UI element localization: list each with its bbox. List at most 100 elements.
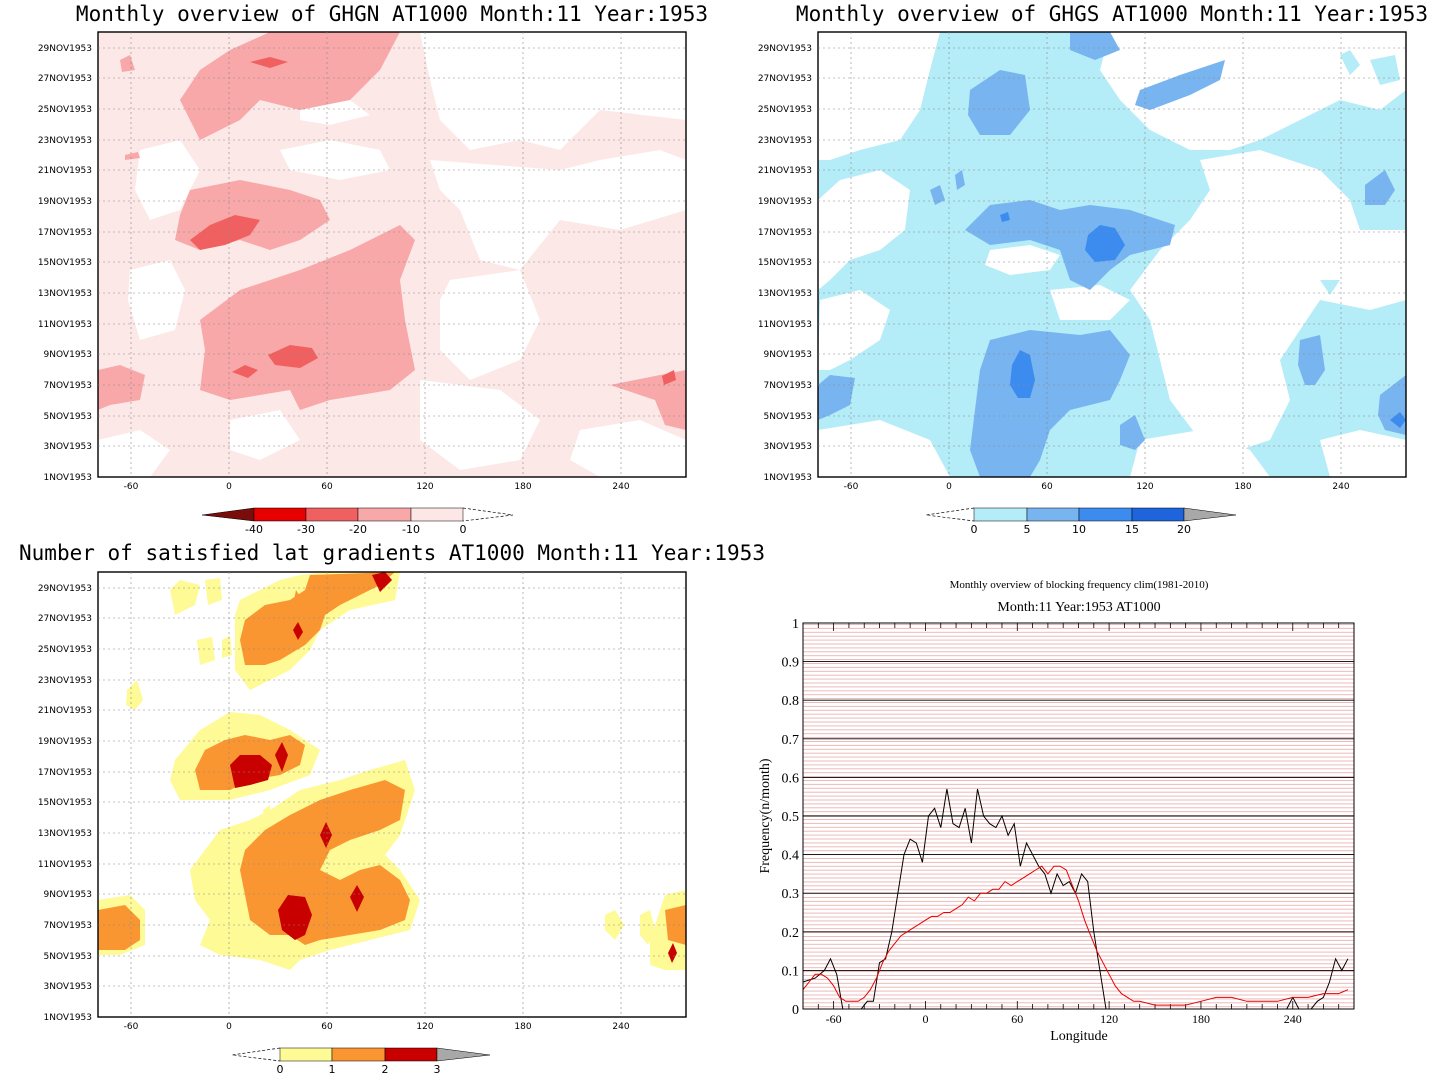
freq-title: Monthly overview of blocking frequency c… xyxy=(950,579,1209,591)
ghgn-x-ticks: -60 0 60 120 180 240 xyxy=(124,482,630,492)
colorbar-label: -10 xyxy=(402,523,420,536)
y-tick: 7NOV1953 xyxy=(764,381,812,391)
x-tick-label: 60 xyxy=(1011,1012,1023,1026)
freq-plot-frame xyxy=(802,622,1355,1010)
y-tick: 9NOV1953 xyxy=(44,890,92,900)
x-tick: 60 xyxy=(321,1022,333,1032)
y-tick: 25NOV1953 xyxy=(38,105,92,115)
y-tick: 1NOV1953 xyxy=(764,473,812,483)
y-tick: 15NOV1953 xyxy=(758,258,812,268)
y-tick: 17NOV1953 xyxy=(758,228,812,238)
ghgn-gridlines xyxy=(98,32,686,477)
y-tick: 13NOV1953 xyxy=(758,289,812,299)
ghgs-colorbar: 0 5 10 15 20 xyxy=(925,507,1237,536)
y-tick: 15NOV1953 xyxy=(38,798,92,808)
y-tick-label: 1 xyxy=(792,617,799,632)
y-tick-label: 0.8 xyxy=(782,694,800,709)
y-tick-label: 0.5 xyxy=(782,810,800,825)
ghgs-title: Monthly overview of GHGS AT1000 Month:11… xyxy=(796,2,1428,26)
ghgn-y-ticks: 1NOV1953 3NOV1953 5NOV1953 7NOV1953 9NOV… xyxy=(38,44,92,483)
x-tick-label: 240 xyxy=(1284,1012,1302,1026)
y-tick-label: 0.9 xyxy=(782,656,800,671)
y-tick-label: 0.2 xyxy=(782,926,800,941)
y-tick: 17NOV1953 xyxy=(38,768,92,778)
x-tick-label: 120 xyxy=(1100,1012,1118,1026)
x-tick-label: -60 xyxy=(826,1012,842,1026)
y-tick: 17NOV1953 xyxy=(38,228,92,238)
y-tick: 1NOV1953 xyxy=(44,473,92,483)
x-tick: 180 xyxy=(1234,482,1251,492)
y-tick: 11NOV1953 xyxy=(38,860,92,870)
y-tick: 19NOV1953 xyxy=(38,737,92,747)
grad-panel: Number of satisfied lat gradients AT1000… xyxy=(19,541,765,1076)
y-tick-label: 0.4 xyxy=(782,849,800,864)
y-tick: 3NOV1953 xyxy=(44,442,92,452)
x-tick: 180 xyxy=(514,482,531,492)
y-tick: 11NOV1953 xyxy=(38,320,92,330)
colorbar-label: 20 xyxy=(1177,523,1191,536)
x-tick: -60 xyxy=(844,482,859,492)
freq-xlabel: Longitude xyxy=(1050,1029,1108,1044)
ghgs-x-ticks: -60 0 60 120 180 240 xyxy=(844,482,1350,492)
y-tick: 13NOV1953 xyxy=(38,829,92,839)
x-tick: 0 xyxy=(226,482,232,492)
x-tick: 0 xyxy=(946,482,952,492)
ghgs-gridlines xyxy=(818,32,1406,477)
y-tick: 21NOV1953 xyxy=(38,706,92,716)
y-tick: 29NOV1953 xyxy=(38,584,92,594)
colorbar-label: 3 xyxy=(434,1063,441,1076)
y-tick: 7NOV1953 xyxy=(44,921,92,931)
y-tick: 5NOV1953 xyxy=(44,952,92,962)
colorbar-label: -20 xyxy=(349,523,367,536)
x-tick: -60 xyxy=(124,1022,139,1032)
freq-ylabel: Frequency(n/month) xyxy=(758,758,773,873)
ghgs-y-ticks: 1NOV1953 3NOV1953 5NOV1953 7NOV1953 9NOV… xyxy=(758,44,812,483)
colorbar-label: 0 xyxy=(971,523,978,536)
grad-colorbar: 0 1 2 3 xyxy=(231,1047,491,1076)
freq-subtitle: Month:11 Year:1953 AT1000 xyxy=(997,600,1160,615)
y-tick: 23NOV1953 xyxy=(38,136,92,146)
colorbar-label: 15 xyxy=(1125,523,1139,536)
y-tick: 21NOV1953 xyxy=(38,166,92,176)
series-line-2 xyxy=(802,865,1349,1006)
x-tick: 60 xyxy=(1041,482,1053,492)
y-tick: 25NOV1953 xyxy=(758,105,812,115)
colorbar-label: -30 xyxy=(297,523,315,536)
y-tick: 19NOV1953 xyxy=(758,197,812,207)
y-tick: 13NOV1953 xyxy=(38,289,92,299)
y-tick: 23NOV1953 xyxy=(758,136,812,146)
y-tick: 5NOV1953 xyxy=(44,412,92,422)
y-tick: 23NOV1953 xyxy=(38,676,92,686)
y-tick: 15NOV1953 xyxy=(38,258,92,268)
y-tick: 29NOV1953 xyxy=(758,44,812,54)
y-tick-label: 0.6 xyxy=(782,771,800,786)
x-tick: 0 xyxy=(226,1022,232,1032)
x-tick-label: 0 xyxy=(922,1012,928,1026)
grad-field xyxy=(97,571,687,1018)
grad-title: Number of satisfied lat gradients AT1000… xyxy=(19,541,765,565)
y-tick: 9NOV1953 xyxy=(44,350,92,360)
grad-x-ticks: -60 0 60 120 180 240 xyxy=(124,1022,630,1032)
x-tick: 60 xyxy=(321,482,333,492)
x-tick: 120 xyxy=(1136,482,1153,492)
ghgn-colorbar: -40 -30 -20 -10 0 xyxy=(201,507,514,536)
colorbar-label: 0 xyxy=(277,1063,284,1076)
freq-panel: Monthly overview of blocking frequency c… xyxy=(758,579,1355,1044)
x-tick: 240 xyxy=(612,482,629,492)
ghgs-field xyxy=(817,31,1407,478)
y-tick: 27NOV1953 xyxy=(38,614,92,624)
ghgs-panel: Monthly overview of GHGS AT1000 Month:11… xyxy=(758,2,1428,536)
y-tick: 3NOV1953 xyxy=(44,982,92,992)
x-tick: 120 xyxy=(416,1022,433,1032)
x-tick: 240 xyxy=(612,1022,629,1032)
ghgn-field xyxy=(97,31,687,478)
x-tick: 180 xyxy=(514,1022,531,1032)
y-tick: 27NOV1953 xyxy=(38,74,92,84)
y-tick-label: 0.1 xyxy=(782,964,800,979)
y-tick: 11NOV1953 xyxy=(758,320,812,330)
colorbar-label: 10 xyxy=(1072,523,1086,536)
x-tick: 120 xyxy=(416,482,433,492)
y-tick: 3NOV1953 xyxy=(764,442,812,452)
y-tick-label: 0 xyxy=(792,1003,799,1018)
